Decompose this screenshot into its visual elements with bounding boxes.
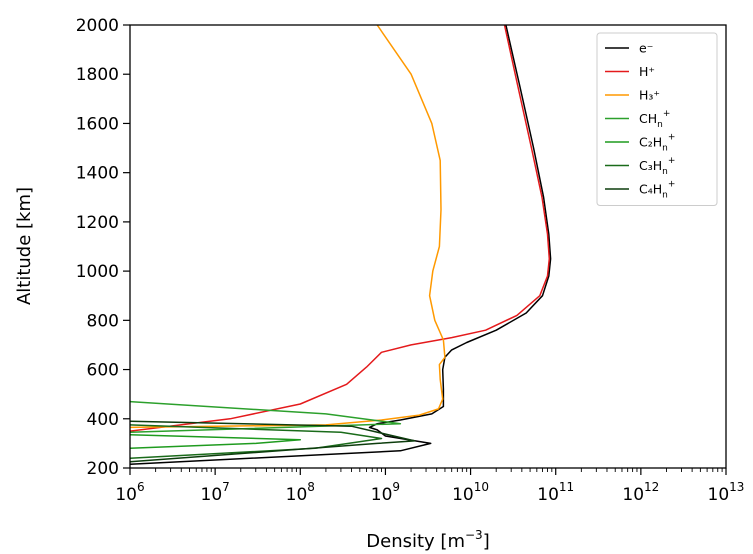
series-line — [130, 434, 302, 450]
x-tick-label: 106 — [115, 480, 144, 505]
legend-label: CHn+ — [639, 109, 670, 130]
y-tick-label: 800 — [87, 311, 119, 331]
legend: e⁻ H⁺ H₃⁺ CHn+ C₂Hn+C₃Hn+ C₄Hn+ — [596, 32, 718, 206]
y-tick-label: 200 — [87, 459, 119, 479]
series-line — [130, 25, 551, 432]
y-tick-label: 1600 — [76, 114, 119, 134]
x-tick-label: 108 — [286, 480, 315, 505]
x-tick-label: 1012 — [622, 480, 659, 505]
y-tick-label: 1000 — [76, 262, 119, 282]
legend-label: C₂Hn+ — [639, 133, 675, 154]
plot-frame — [129, 24, 727, 469]
y-axis: 200 400 600 800 1000 1200 1400 1600 1800 2000 — [76, 16, 130, 479]
series-layer — [130, 25, 552, 466]
legend-label: H⁺ — [639, 64, 655, 79]
legend-label: e⁻ — [639, 41, 653, 56]
x-tick-label: 1011 — [537, 480, 574, 505]
x-axis-label: Density [m−3] — [366, 528, 489, 552]
y-tick-label: 1800 — [76, 65, 119, 85]
legend-label: C₃Hn+ — [639, 156, 675, 177]
y-tick-label: 1200 — [76, 213, 119, 233]
x-tick-label: 1010 — [452, 480, 489, 505]
y-tick-label: 2000 — [76, 16, 119, 36]
y-axis-label: Altitude [km] — [14, 187, 35, 305]
x-axis: 106 107 108 109 1010 1011 1012 1013 — [115, 468, 744, 505]
series-line — [130, 400, 402, 434]
series-line — [130, 25, 552, 466]
x-tick-label: 1013 — [708, 480, 745, 505]
series-line — [130, 420, 416, 463]
series-line — [130, 25, 446, 429]
series-line — [130, 424, 383, 459]
y-tick-label: 400 — [87, 410, 119, 430]
legend-box — [596, 32, 718, 206]
x-tick-label: 109 — [371, 480, 400, 505]
legend-label: H₃⁺ — [639, 88, 660, 103]
x-tick-label: 107 — [201, 480, 230, 505]
legend-label: C₄Hn+ — [639, 180, 675, 201]
y-tick-label: 1400 — [76, 164, 119, 184]
y-tick-label: 600 — [87, 361, 119, 381]
